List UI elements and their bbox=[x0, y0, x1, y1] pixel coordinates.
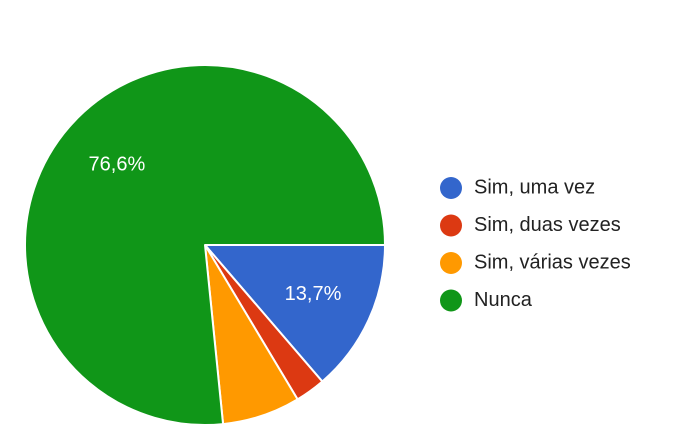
legend-label-sim-varias-vezes: Sim, várias vezes bbox=[474, 251, 631, 273]
pie-slices bbox=[24, 64, 386, 426]
legend-item-sim-duas-vezes[interactable]: Sim, duas vezes bbox=[440, 214, 621, 237]
pie-slice-labels: 13,7% 76,6% bbox=[89, 154, 342, 305]
legend-label-sim-duas-vezes: Sim, duas vezes bbox=[474, 214, 621, 236]
legend-marker-sim-uma-vez bbox=[440, 177, 462, 199]
slice-label-sim-uma-vez: 13,7% bbox=[285, 283, 342, 305]
pie-slice-sim-uma-vez[interactable] bbox=[204, 244, 386, 383]
legend-item-sim-varias-vezes[interactable]: Sim, várias vezes bbox=[440, 251, 631, 274]
legend-label-sim-uma-vez: Sim, uma vez bbox=[474, 176, 595, 198]
legend: Sim, uma vez Sim, duas vezes Sim, várias v… bbox=[440, 176, 631, 312]
legend-marker-nunca bbox=[440, 289, 462, 312]
slice-label-nunca: 76,6% bbox=[89, 154, 146, 176]
pie-slice-nunca[interactable] bbox=[24, 64, 386, 426]
legend-marker-sim-duas-vezes bbox=[440, 214, 462, 237]
legend-marker-sim-varias-vezes bbox=[440, 252, 462, 274]
legend-label-nunca: Nunca bbox=[474, 289, 533, 311]
legend-item-sim-uma-vez[interactable]: Sim, uma vez bbox=[440, 176, 595, 199]
legend-item-nunca[interactable]: Nunca bbox=[440, 289, 533, 312]
